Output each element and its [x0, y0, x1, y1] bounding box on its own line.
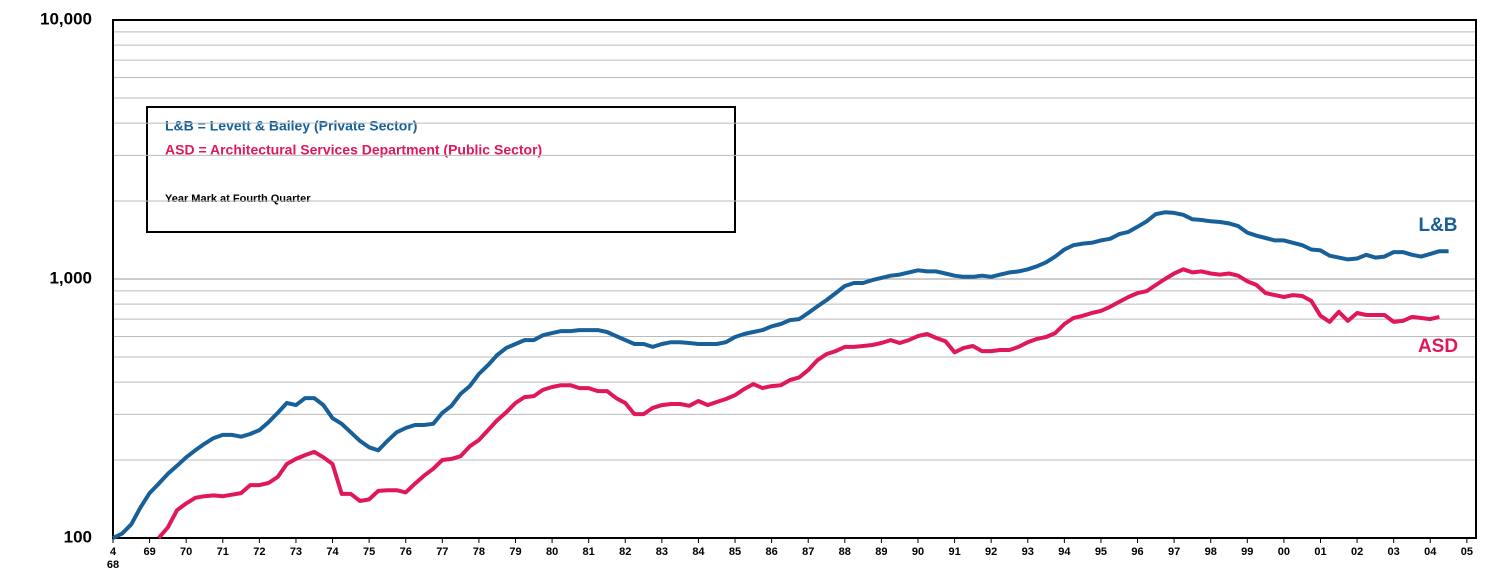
plot-frame [112, 19, 1477, 539]
x-tick-label: 71 [217, 546, 229, 558]
x-tick-label: 98 [1205, 546, 1217, 558]
x-tick-label: 72 [253, 546, 265, 558]
legend-entry: ASD = Architectural Services Department … [165, 142, 542, 158]
x-tick-label: 05 [1461, 546, 1473, 558]
x-tick-label: 90 [912, 546, 924, 558]
legend-box [146, 106, 736, 233]
series-label: L&B [1418, 215, 1457, 236]
y-tick-label: 1,000 [49, 268, 92, 287]
x-tick-label: 76 [400, 546, 412, 558]
x-tick-label: 91 [948, 546, 960, 558]
x-tick-label: 84 [692, 546, 705, 558]
x-tick-label: 78 [473, 546, 485, 558]
x-tick-label: 95 [1095, 546, 1107, 558]
x-tick-label: 83 [656, 546, 668, 558]
x-tick-label: 01 [1314, 546, 1326, 558]
x-tick-label: 04 [1424, 546, 1437, 558]
x-tick-label: 85 [729, 546, 741, 558]
series-line [157, 267, 1440, 540]
x-tick-label: 93 [1022, 546, 1034, 558]
x-tick-label: 99 [1241, 546, 1253, 558]
x-tick-label: 69 [143, 546, 155, 558]
x-tick-label: 75 [363, 546, 375, 558]
y-tick-label: 10,000 [40, 9, 92, 28]
x-tick-label: 94 [1058, 546, 1071, 558]
x-tick-label: 96 [1131, 546, 1143, 558]
x-tick-label: 74 [326, 546, 339, 558]
y-tick-label: 100 [64, 527, 92, 546]
series-line [112, 210, 1449, 540]
x-tick-label: 88 [839, 546, 851, 558]
legend-entry: L&B = Levett & Bailey (Private Sector) [165, 118, 417, 134]
x-tick-label: 97 [1168, 546, 1180, 558]
x-tick-label: 82 [619, 546, 631, 558]
x-tick-label: 89 [875, 546, 887, 558]
series-label: ASD [1418, 336, 1458, 357]
x-tick-label: 79 [509, 546, 521, 558]
x-tick-label: 87 [802, 546, 814, 558]
x-tick-label: 92 [985, 546, 997, 558]
x-tick-label: 73 [290, 546, 302, 558]
x-tick-label: 70 [180, 546, 192, 558]
x-tick-label: 00 [1278, 546, 1290, 558]
x-tick-label: 77 [436, 546, 448, 558]
x-tick-label: 4 [110, 546, 117, 558]
x-tick-label: 81 [583, 546, 595, 558]
note: Year Mark at Fourth Quarter [165, 193, 311, 205]
x-tick-label: 02 [1351, 546, 1363, 558]
x-tick-label: 03 [1388, 546, 1400, 558]
x-tick-label: 80 [546, 546, 558, 558]
x-tick-label: 86 [766, 546, 778, 558]
x-start-year-label: 68 [107, 559, 119, 571]
